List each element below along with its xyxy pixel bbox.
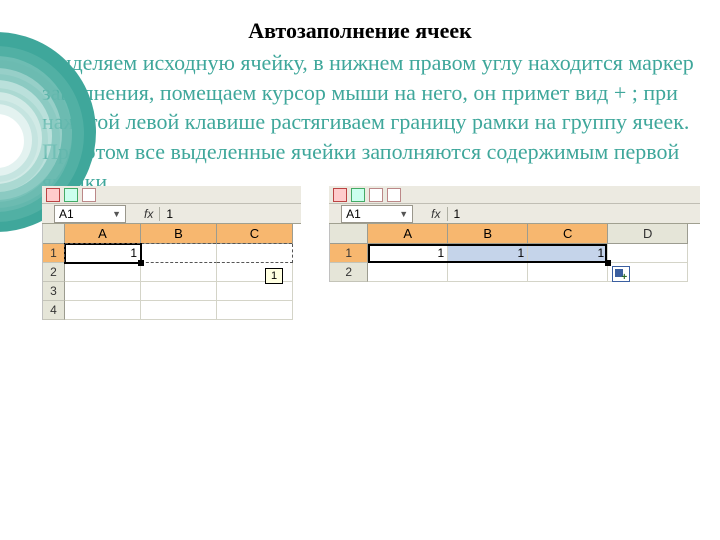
cell-c1[interactable] (217, 244, 293, 263)
col-header[interactable]: C (528, 224, 608, 244)
cell[interactable] (528, 263, 608, 282)
toolbar (42, 186, 301, 204)
cell[interactable] (65, 263, 141, 282)
cell[interactable] (65, 301, 141, 320)
name-box[interactable]: A1 ▼ (341, 205, 413, 223)
cell-a1[interactable]: 1 (65, 244, 141, 263)
cell[interactable] (448, 263, 528, 282)
cell-c1[interactable]: 1 (528, 244, 608, 263)
cell[interactable] (141, 301, 217, 320)
formula-bar: A1 ▼ fx 1 (329, 204, 700, 224)
slide-body-text: Выделяем исходную ячейку, в нижнем право… (0, 44, 720, 196)
formula-bar: A1 ▼ fx 1 (42, 204, 301, 224)
col-header[interactable]: D (608, 224, 688, 244)
cell-d1[interactable] (608, 244, 688, 263)
col-header[interactable]: C (217, 224, 293, 244)
spreadsheet-grid[interactable]: A B C 1 1 2 3 4 1 (42, 224, 301, 320)
corner-header[interactable] (330, 224, 368, 244)
cell[interactable] (368, 263, 448, 282)
col-header[interactable]: B (141, 224, 217, 244)
toolbar-icon[interactable] (64, 188, 78, 202)
cell[interactable] (65, 282, 141, 301)
row-header[interactable]: 1 (330, 244, 368, 263)
toolbar-icon[interactable] (387, 188, 401, 202)
cell[interactable] (217, 282, 293, 301)
dropdown-arrow-icon[interactable]: ▼ (399, 209, 408, 219)
toolbar-icon[interactable] (351, 188, 365, 202)
dropdown-arrow-icon[interactable]: ▼ (112, 209, 121, 219)
col-header[interactable]: A (368, 224, 448, 244)
fill-handle[interactable] (138, 260, 144, 266)
cell[interactable] (141, 282, 217, 301)
row-header[interactable]: 1 (43, 244, 65, 263)
cell-a1[interactable]: 1 (368, 244, 448, 263)
fx-label[interactable]: fx (431, 207, 440, 221)
corner-header[interactable] (43, 224, 65, 244)
toolbar (329, 186, 700, 204)
name-box[interactable]: A1 ▼ (54, 205, 126, 223)
toolbar-icon[interactable] (333, 188, 347, 202)
toolbar-icon[interactable] (369, 188, 383, 202)
row-header[interactable]: 2 (43, 263, 65, 282)
cell[interactable] (141, 263, 217, 282)
fx-label[interactable]: fx (144, 207, 153, 221)
row-header[interactable]: 4 (43, 301, 65, 320)
row-header[interactable]: 2 (330, 263, 368, 282)
excel-screenshot-left: A1 ▼ fx 1 A B C 1 1 2 3 4 (42, 186, 301, 320)
fill-handle[interactable] (605, 260, 611, 266)
toolbar-icon[interactable] (82, 188, 96, 202)
row-header[interactable]: 3 (43, 282, 65, 301)
screenshots-row: A1 ▼ fx 1 A B C 1 1 2 3 4 (0, 186, 720, 320)
name-box-value: A1 (59, 207, 74, 221)
cell-b1[interactable] (141, 244, 217, 263)
autofill-options-icon[interactable] (612, 266, 630, 282)
cell-b1[interactable]: 1 (448, 244, 528, 263)
excel-screenshot-right: A1 ▼ fx 1 A B C D 1 1 1 1 2 (329, 186, 700, 320)
toolbar-icon[interactable] (46, 188, 60, 202)
col-header[interactable]: B (448, 224, 528, 244)
col-header[interactable]: A (65, 224, 141, 244)
name-box-value: A1 (346, 207, 361, 221)
slide-title: Автозаполнение ячеек (0, 0, 720, 44)
spreadsheet-grid[interactable]: A B C D 1 1 1 1 2 (329, 224, 700, 282)
drag-tooltip: 1 (265, 268, 283, 284)
formula-value[interactable]: 1 (159, 207, 173, 221)
cell[interactable] (217, 301, 293, 320)
formula-value[interactable]: 1 (447, 207, 461, 221)
